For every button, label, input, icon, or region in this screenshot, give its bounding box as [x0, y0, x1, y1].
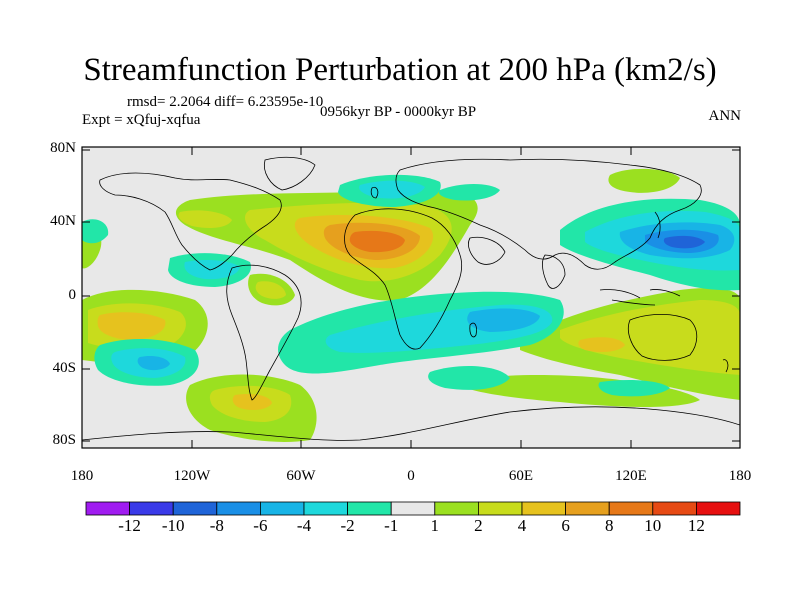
lon-label-60e: 60E	[508, 468, 534, 484]
colorbar-box	[652, 501, 697, 516]
colorbar-box	[172, 501, 218, 516]
colorbar-box	[434, 501, 479, 516]
colorbar-label: -4	[296, 516, 312, 535]
lat-label-80s: 80S	[52, 432, 76, 448]
colorbar-box	[303, 501, 348, 516]
lon-label-60w: 60W	[286, 468, 316, 484]
colorbar-box	[347, 501, 392, 516]
contour-pos-pacific-south-6	[97, 312, 166, 340]
colorbar-label: -10	[161, 516, 185, 535]
coast-antarctica	[82, 406, 740, 441]
contour-neg-indian-4	[467, 308, 540, 332]
coast-india	[542, 254, 566, 289]
contour-neg-southern-ocean	[598, 380, 670, 397]
colorbar-box	[696, 501, 741, 516]
period-label: 0956kyr BP - 0000kyr BP	[320, 104, 477, 120]
colorbar-label: 8	[604, 516, 614, 535]
lon-label-180w: 180	[70, 468, 94, 484]
contour-pos-atlantic-10	[349, 230, 405, 253]
coast-greenland	[263, 156, 316, 191]
contour-neg-n-atlantic-e	[438, 184, 500, 201]
colorbar-box	[521, 501, 566, 516]
colorbar-label: -2	[340, 516, 355, 535]
contour-pos-north-pacific-e	[608, 168, 680, 193]
colorbar-box	[390, 501, 436, 516]
colorbar-label: 1	[430, 516, 440, 535]
lat-label-40s: 40S	[52, 360, 76, 376]
colorbar-box	[565, 501, 610, 516]
experiment-label: Expt = xQfuj-xqfua	[82, 112, 201, 128]
lat-label-40n: 40N	[50, 213, 76, 229]
contour-neg-e-pacific-w	[82, 219, 109, 244]
contour-pos-ne-pacific-2	[178, 210, 232, 228]
colorbar-label: 4	[517, 516, 527, 535]
coast-australia	[627, 313, 698, 361]
colorbar-box	[85, 501, 130, 516]
contour-neg-n-pacific-8	[663, 235, 705, 249]
colorbar-label: 6	[561, 516, 570, 535]
colorbar-box	[129, 501, 174, 516]
contour-neg-pacific-sub-4	[137, 355, 170, 371]
colorbar-label: 12	[687, 516, 705, 535]
coast-north-america	[99, 172, 282, 271]
coast-uk	[370, 186, 379, 199]
contour-pos-australia-6	[578, 337, 625, 353]
coast-africa	[344, 208, 463, 350]
contour-neg-n-atlantic-2	[359, 180, 425, 199]
coast-indonesia	[599, 289, 681, 306]
contour-pos-drake-6	[232, 393, 272, 411]
colorbar-label: -6	[253, 516, 268, 535]
season-label: ANN	[708, 108, 742, 124]
contour-neg-s-atlantic-w	[428, 366, 510, 390]
contour-fields	[82, 168, 740, 442]
tick-marks	[81, 147, 741, 448]
colorbar-label: 2	[474, 516, 483, 535]
colorbar-label: -12	[118, 516, 141, 535]
colorbar-label: -8	[209, 516, 224, 535]
contour-pos-s-america-2	[255, 281, 286, 299]
stats-label: rmsd= 2.2064 diff= 6.23595e-10	[127, 94, 324, 110]
lon-label-180e: 180	[728, 468, 752, 484]
coast-madagascar	[469, 322, 477, 338]
coast-arabia	[468, 236, 506, 265]
contour-pos-australia-4	[560, 300, 740, 375]
coastlines	[82, 156, 740, 441]
colorbar-box	[259, 501, 305, 516]
lat-label-0: 0	[68, 287, 77, 303]
coast-south-america	[226, 264, 302, 401]
colorbar-box	[608, 501, 654, 516]
lat-label-80n: 80N	[50, 140, 76, 156]
coast-japan	[654, 211, 661, 239]
lon-label-0: 0	[407, 468, 415, 484]
lon-label-120w: 120W	[173, 468, 211, 484]
coast-new-zealand	[722, 359, 729, 373]
lon-label-120e: 120E	[615, 468, 647, 484]
colorbar-box	[216, 501, 261, 516]
coast-eurasia	[395, 158, 702, 270]
plot-title: Streamfunction Perturbation at 200 hPa (…	[83, 52, 717, 88]
colorbar-box	[477, 501, 523, 516]
colorbar-label: -1	[384, 516, 399, 535]
colorbar-label: 10	[644, 516, 662, 535]
colorbar-boxes	[85, 501, 741, 516]
